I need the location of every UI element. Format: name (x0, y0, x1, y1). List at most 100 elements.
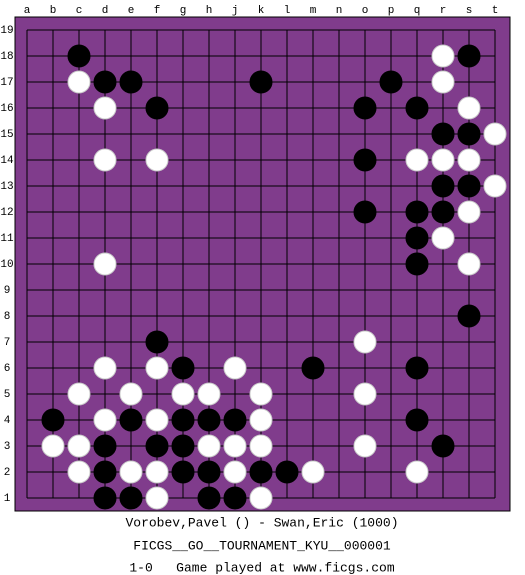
black-stone (249, 460, 273, 484)
black-stone (405, 356, 429, 380)
row-label: 1 (4, 493, 11, 505)
white-stone (41, 434, 65, 458)
white-stone (457, 252, 481, 276)
black-stone (457, 174, 481, 198)
black-stone (431, 122, 455, 146)
row-label: 4 (4, 415, 11, 427)
white-stone (145, 148, 169, 172)
row-label: 11 (0, 233, 14, 245)
white-stone (145, 408, 169, 432)
black-stone (353, 96, 377, 120)
event: FICGS__GO__TOURNAMENT_KYU__000001 (133, 538, 391, 553)
column-label: e (128, 5, 135, 17)
row-label: 8 (4, 311, 11, 323)
white-stone (457, 96, 481, 120)
black-stone (379, 70, 403, 94)
row-label: 3 (4, 441, 11, 453)
black-stone (431, 434, 455, 458)
white-stone (197, 382, 221, 406)
black-stone (171, 408, 195, 432)
black-stone (67, 44, 91, 68)
black-stone (119, 486, 143, 510)
column-label: b (50, 5, 57, 17)
white-stone (353, 330, 377, 354)
white-stone (119, 382, 143, 406)
row-label: 16 (0, 103, 13, 115)
black-stone (353, 200, 377, 224)
column-label: d (102, 5, 109, 17)
row-label: 17 (0, 77, 13, 89)
players: Vorobev,Pavel () - Swan,Eric (1000) (125, 515, 398, 530)
white-stone (457, 148, 481, 172)
white-stone (67, 70, 91, 94)
black-stone (93, 434, 117, 458)
black-stone (145, 330, 169, 354)
white-stone (145, 356, 169, 380)
black-stone (145, 96, 169, 120)
white-stone (431, 70, 455, 94)
black-stone (171, 460, 195, 484)
column-label: j (232, 5, 239, 17)
column-label: o (362, 5, 369, 17)
column-label: q (414, 5, 421, 17)
black-stone (457, 304, 481, 328)
black-stone (249, 70, 273, 94)
white-stone (353, 434, 377, 458)
black-stone (431, 200, 455, 224)
column-label: l (284, 5, 291, 17)
white-stone (93, 408, 117, 432)
column-label: t (492, 5, 499, 17)
row-label: 2 (4, 467, 11, 479)
white-stone (171, 382, 195, 406)
black-stone (197, 486, 221, 510)
black-stone (405, 226, 429, 250)
white-stone (431, 226, 455, 250)
white-stone (145, 486, 169, 510)
row-label: 14 (0, 155, 14, 167)
black-stone (223, 486, 247, 510)
white-stone (483, 174, 507, 198)
row-label: 5 (4, 389, 11, 401)
white-stone (223, 356, 247, 380)
black-stone (119, 70, 143, 94)
row-label: 13 (0, 181, 13, 193)
row-label: 10 (0, 259, 13, 271)
white-stone (249, 382, 273, 406)
black-stone (119, 408, 143, 432)
column-label: k (258, 5, 265, 17)
white-stone (93, 148, 117, 172)
black-stone (353, 148, 377, 172)
column-label: m (310, 5, 317, 17)
black-stone (405, 408, 429, 432)
white-stone (405, 148, 429, 172)
black-stone (197, 460, 221, 484)
white-stone (145, 460, 169, 484)
white-stone (67, 382, 91, 406)
white-stone (223, 434, 247, 458)
black-stone (93, 70, 117, 94)
column-label: h (206, 5, 213, 17)
white-stone (119, 460, 143, 484)
white-stone (249, 486, 273, 510)
white-stone (301, 460, 325, 484)
column-label: p (388, 5, 395, 17)
row-label: 15 (0, 129, 13, 141)
column-label: f (154, 5, 161, 17)
black-stone (405, 96, 429, 120)
row-label: 7 (4, 337, 11, 349)
black-stone (171, 434, 195, 458)
black-stone (145, 434, 169, 458)
black-stone (171, 356, 195, 380)
row-label: 19 (0, 25, 13, 37)
white-stone (249, 408, 273, 432)
black-stone (301, 356, 325, 380)
white-stone (67, 460, 91, 484)
result: 1-0 Game played at www.ficgs.com (129, 560, 394, 575)
black-stone (223, 408, 247, 432)
white-stone (483, 122, 507, 146)
white-stone (405, 460, 429, 484)
black-stone (405, 252, 429, 276)
white-stone (67, 434, 91, 458)
